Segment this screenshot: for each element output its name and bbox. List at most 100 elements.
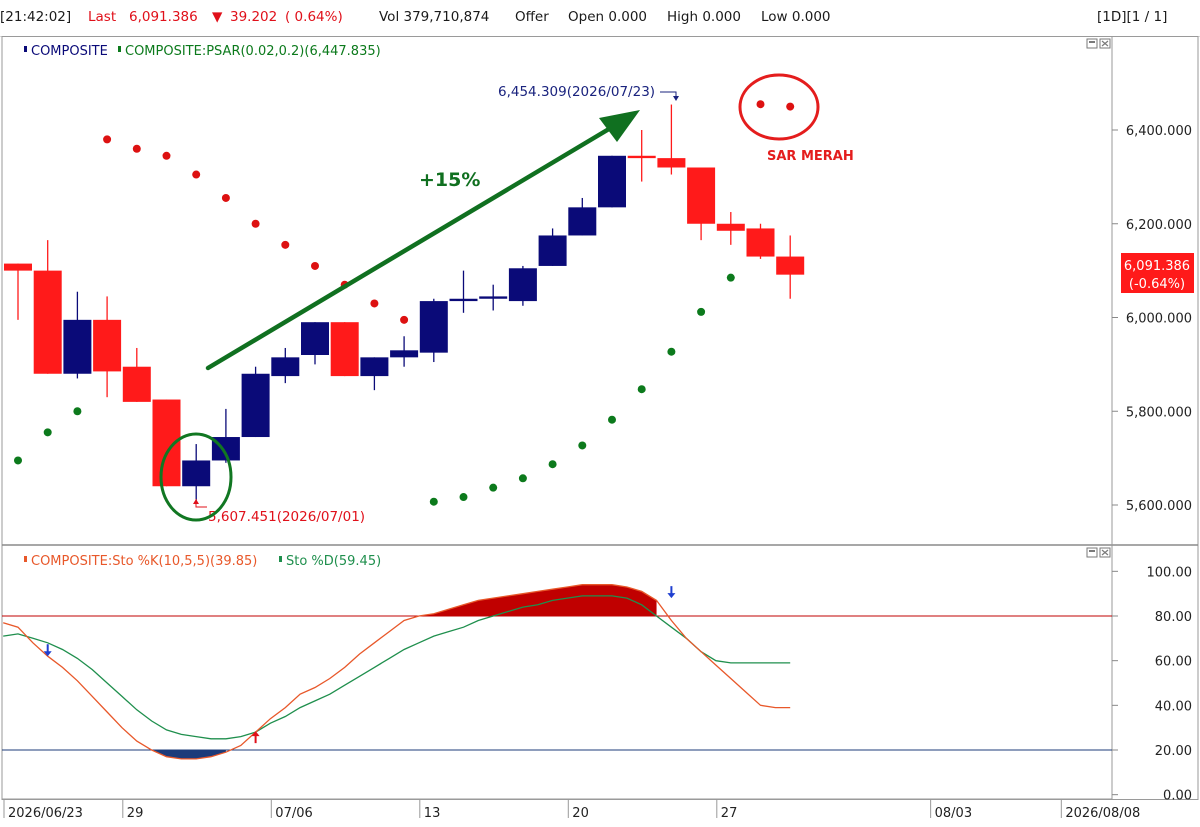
psar-dot bbox=[726, 273, 735, 282]
y-tick-label: 5,600.000 bbox=[1126, 499, 1192, 514]
legend-swatch-composite bbox=[24, 46, 27, 52]
y-tick-label: 60.00 bbox=[1155, 655, 1192, 670]
price-legend: COMPOSITE COMPOSITE:PSAR(0.02,0.2)(6,447… bbox=[24, 44, 381, 59]
candle-body bbox=[122, 366, 151, 402]
psar-dot bbox=[251, 219, 260, 228]
low-annotation: 5,607.451(2026/07/01) bbox=[193, 499, 365, 525]
last-value: 6,091.386 bbox=[129, 9, 198, 25]
x-tick-label: 2026/08/08 bbox=[1065, 806, 1140, 821]
last-price-tag: 6,091.386 (-0.64%) bbox=[1121, 253, 1194, 293]
candle-body bbox=[568, 207, 597, 236]
stoch-panel-controls[interactable] bbox=[1086, 547, 1111, 558]
y-tick-label: 100.00 bbox=[1147, 565, 1193, 580]
sar-highlight-circle bbox=[738, 73, 820, 141]
psar-dot bbox=[518, 474, 527, 483]
low-highlight-circle bbox=[159, 432, 233, 522]
psar-dot bbox=[429, 497, 438, 506]
maximize-icon[interactable] bbox=[1086, 547, 1098, 558]
psar-dot bbox=[43, 428, 52, 437]
offer: Offer bbox=[515, 9, 549, 25]
x-tick-label: 08/03 bbox=[935, 806, 972, 821]
high-value: High 0.000 bbox=[667, 9, 741, 25]
x-tick-label: 07/06 bbox=[275, 806, 312, 821]
quote-header: [21:42:02] Last 6,091.386 ▼ 39.202 ( 0.6… bbox=[0, 0, 1200, 37]
y-tick-label: 5,800.000 bbox=[1126, 405, 1192, 420]
chart-frame bbox=[1, 36, 1199, 800]
psar-dot bbox=[489, 483, 498, 492]
interval-selector[interactable]: [1D][1 / 1] bbox=[1097, 9, 1168, 25]
candle-body bbox=[182, 460, 211, 487]
y-tick-label: 40.00 bbox=[1155, 699, 1192, 714]
psar-dot bbox=[221, 193, 230, 202]
candle-body bbox=[63, 319, 92, 374]
candle-body bbox=[419, 301, 448, 353]
chart-area: COMPOSITE COMPOSITE:PSAR(0.02,0.2)(6,447… bbox=[1, 36, 1199, 821]
psar-dot bbox=[311, 261, 319, 270]
candle-body bbox=[449, 298, 478, 302]
open-value: Open 0.000 bbox=[568, 9, 647, 25]
candle-body bbox=[360, 357, 389, 377]
candle-body bbox=[508, 268, 537, 302]
low-marker-icon bbox=[193, 499, 199, 504]
y-tick-label: 20.00 bbox=[1155, 744, 1192, 759]
candle-body bbox=[598, 155, 626, 208]
x-tick-label: 27 bbox=[721, 806, 738, 821]
signal-down-icon bbox=[43, 651, 52, 657]
candle-body bbox=[627, 155, 656, 159]
stoch-axis: 0.00 20.00 40.00 60.00 80.00 100.00 bbox=[2, 565, 1193, 804]
psar-dot bbox=[548, 460, 557, 469]
candle-body bbox=[746, 228, 775, 257]
overbought-fill bbox=[418, 584, 657, 616]
low-label: 5,607.451(2026/07/01) bbox=[208, 509, 365, 525]
trend-arrow bbox=[205, 110, 640, 371]
candle-body bbox=[479, 296, 508, 299]
psar-dot bbox=[370, 299, 379, 308]
price-panel-controls[interactable] bbox=[1086, 38, 1111, 49]
legend-swatch-k bbox=[24, 556, 27, 562]
x-tick-label: 13 bbox=[424, 806, 441, 821]
maximize-icon[interactable] bbox=[1086, 38, 1098, 49]
candle-body bbox=[776, 256, 805, 275]
candle-body bbox=[271, 357, 300, 377]
signal-up-icon bbox=[251, 731, 260, 737]
candle-body bbox=[687, 167, 716, 224]
volume: Vol 379,710,874 bbox=[379, 9, 490, 25]
price-axis: 5,600.000 5,800.000 6,000.000 6,200.000 6,40… bbox=[1112, 124, 1192, 514]
psar-dot bbox=[14, 456, 22, 465]
legend-k: COMPOSITE:Sto %K(10,5,5)(39.85) bbox=[31, 554, 257, 569]
candle-body bbox=[330, 322, 359, 377]
psar-dot bbox=[459, 493, 468, 502]
high-marker-icon bbox=[673, 96, 679, 101]
high-annotation: 6,454.309(2026/07/23) bbox=[498, 84, 679, 101]
candle-series bbox=[4, 104, 805, 502]
candle-body bbox=[538, 235, 567, 266]
y-tick-label: 6,400.000 bbox=[1126, 124, 1192, 139]
y-tick-label: 0.00 bbox=[1163, 789, 1192, 804]
stoch-legend: COMPOSITE:Sto %K(10,5,5)(39.85) Sto %D(5… bbox=[24, 554, 381, 569]
psar-dot bbox=[192, 170, 201, 179]
change-down-icon: ▼ bbox=[212, 9, 223, 25]
arrow-head-icon bbox=[599, 110, 640, 142]
y-tick-label: 80.00 bbox=[1155, 610, 1192, 625]
psar-dot bbox=[697, 307, 706, 316]
psar-dot bbox=[637, 385, 646, 394]
gain-label: +15% bbox=[419, 169, 480, 191]
legend-swatch-psar bbox=[118, 46, 121, 52]
candle-body bbox=[241, 373, 270, 438]
y-tick-label: 6,200.000 bbox=[1126, 218, 1192, 233]
time-axis: 2026/06/23 29 07/06 13 20 27 08/03 2026/08/08 bbox=[3, 799, 1140, 821]
psar-dot bbox=[162, 151, 171, 160]
change-value: 39.202 bbox=[230, 9, 278, 25]
psar-dot bbox=[608, 415, 616, 424]
psar-dot bbox=[132, 144, 141, 153]
last-label: Last bbox=[88, 9, 117, 25]
candle-body bbox=[4, 263, 32, 271]
candle-body bbox=[657, 158, 686, 168]
stoch-fills bbox=[151, 584, 657, 759]
last-price-value: 6,091.386 bbox=[1124, 259, 1190, 274]
signal-down-icon bbox=[667, 593, 676, 599]
stoch-k-line bbox=[3, 584, 791, 760]
psar-dot bbox=[73, 407, 82, 416]
legend-psar: COMPOSITE:PSAR(0.02,0.2)(6,447.835) bbox=[125, 44, 381, 59]
legend-d: Sto %D(59.45) bbox=[286, 554, 381, 569]
